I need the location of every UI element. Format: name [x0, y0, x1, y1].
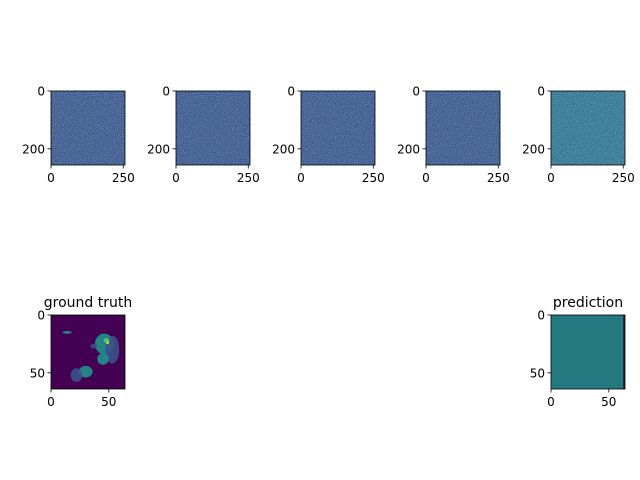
heatmap-blob-8	[103, 338, 110, 343]
y-tick-label: 50	[30, 366, 45, 380]
axes-frame	[50, 314, 126, 390]
panel-5: 0 250 0 200	[522, 85, 635, 186]
x-tick-label: 250	[362, 171, 385, 185]
x-tick-label: 250	[237, 171, 260, 185]
x-tick-label: 50	[601, 395, 616, 409]
panel-4: 0 250 0 200	[397, 85, 510, 186]
y-tick-label: 0	[37, 85, 45, 99]
x-tick-label: 0	[47, 171, 55, 185]
panel-1: 0 250 0 200	[22, 85, 135, 186]
panel-title: ground truth	[44, 295, 132, 311]
axes-frame	[550, 314, 626, 390]
heatmap-blob-6	[90, 343, 98, 349]
x-tick-label: 50	[101, 395, 116, 409]
y-tick-label: 200	[272, 142, 295, 156]
y-tick-label: 200	[522, 142, 545, 156]
y-tick-label: 50	[530, 366, 545, 380]
heatmap-noise-2	[551, 91, 625, 165]
y-tick-label: 0	[412, 85, 420, 99]
heatmap-blob-7	[62, 330, 72, 334]
heatmap-edge-column	[623, 315, 625, 389]
heatmap-blob-3	[97, 353, 109, 365]
axes-frame	[175, 90, 251, 166]
heatmap-noise-2	[301, 91, 375, 165]
x-tick-label: 0	[297, 171, 305, 185]
panels: 0 250 0 200 0 250 0 200 0 250 0 200 0 250 0 200 0 250 0 200…	[22, 85, 635, 410]
panel-title: prediction	[553, 295, 623, 311]
heatmap-noise-2	[426, 91, 500, 165]
x-tick-label: 250	[112, 171, 135, 185]
x-tick-label: 0	[422, 171, 430, 185]
x-tick-label: 0	[547, 171, 555, 185]
panel-2: 0 250 0 200	[147, 85, 260, 186]
x-tick-label: 0	[547, 395, 555, 409]
x-tick-label: 250	[487, 171, 510, 185]
axes-frame	[550, 90, 626, 166]
panel-3: 0 250 0 200	[272, 85, 385, 186]
axes-frame	[50, 90, 126, 166]
y-tick-label: 0	[537, 85, 545, 99]
x-tick-label: 0	[47, 395, 55, 409]
panel-6: 0 50 0 50 ground truth	[30, 295, 133, 409]
heatmap-uniform	[551, 315, 625, 389]
panel-7: 0 50 0 50 prediction	[530, 295, 626, 409]
y-tick-label: 200	[147, 142, 170, 156]
heatmap-blob-4	[78, 365, 93, 378]
heatmap-blob-9	[106, 341, 110, 344]
x-tick-label: 250	[612, 171, 635, 185]
heatmap-noise-2	[176, 91, 250, 165]
y-tick-label: 200	[22, 142, 45, 156]
heatmap-blob-5	[70, 368, 83, 383]
axes-frame	[425, 90, 501, 166]
x-tick-label: 0	[172, 171, 180, 185]
y-tick-label: 0	[537, 309, 545, 323]
axes-frame	[300, 90, 376, 166]
y-tick-label: 0	[37, 309, 45, 323]
heatmap-noise-2	[51, 91, 125, 165]
y-tick-label: 200	[397, 142, 420, 156]
y-tick-label: 0	[162, 85, 170, 99]
y-tick-label: 0	[287, 85, 295, 99]
